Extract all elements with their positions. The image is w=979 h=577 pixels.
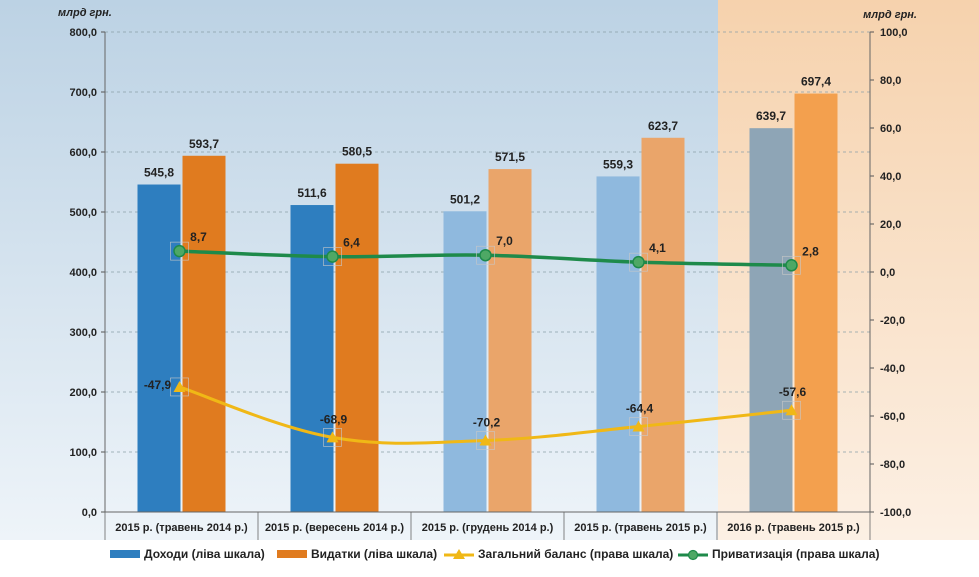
left-tick-label: 300,0 <box>69 327 97 339</box>
balance-data-label: -47,9 <box>144 378 172 392</box>
balance-point-box <box>323 428 342 447</box>
legend-label: Видатки (ліва шкала) <box>311 547 437 561</box>
bar-expense <box>488 169 532 512</box>
right-tick-label: -40,0 <box>880 363 905 375</box>
category-label: 2015 р. (травень 2014 р.) <box>115 522 248 534</box>
left-tick-label: 700,0 <box>69 87 97 99</box>
balance-point <box>173 380 186 392</box>
axes <box>104 32 871 540</box>
right-tick-label: 60,0 <box>880 123 901 135</box>
category-label: 2015 р. (вересень 2014 р.) <box>265 522 404 534</box>
legend-swatch-income <box>110 550 140 558</box>
right-tick-label: -80,0 <box>880 459 905 471</box>
balance-point-box <box>629 417 648 436</box>
bar-expense <box>335 163 379 512</box>
bars <box>137 93 838 513</box>
balance-data-label: -70,2 <box>473 415 501 429</box>
balance-point <box>785 404 798 416</box>
privatization-point <box>326 250 339 263</box>
legend-marker-balance <box>453 549 465 559</box>
right-tick-label: 0,0 <box>880 267 895 279</box>
left-axis-ticks: 0,0 100,0 200,0 300,0 400,0 500,0 600,0 700,0 80… <box>69 27 105 519</box>
privatization-data-label: 6,4 <box>343 236 360 250</box>
privatization-data-label: 7,0 <box>496 234 513 248</box>
privatization-data-label: 8,7 <box>190 230 207 244</box>
category-label: 2015 р. (грудень 2014 р.) <box>422 522 554 534</box>
right-axis-unit: млрд грн. <box>863 9 917 21</box>
left-axis-unit: млрд грн. <box>58 7 112 19</box>
left-tick-label: 200,0 <box>69 387 97 399</box>
expense-data-label: 593,7 <box>189 137 219 151</box>
balance-point <box>479 434 492 446</box>
bar-income <box>290 205 334 513</box>
left-tick-label: 600,0 <box>69 147 97 159</box>
right-axis-ticks: -100,0 -80,0 -60,0 -40,0 -20,0 0,0 20,0 40,0 60,… <box>870 27 911 519</box>
right-tick-label: 100,0 <box>880 27 908 39</box>
expense-data-label: 623,7 <box>648 119 678 133</box>
balance-data-label: -64,4 <box>626 402 654 416</box>
privatization-point-box <box>323 247 342 266</box>
balance-data-label: -68,9 <box>320 412 348 426</box>
expense-data-label: 697,4 <box>801 75 831 89</box>
privatization-point <box>479 248 492 262</box>
line-labels: -47,9 -68,9 -70,2 -64,4 -57,6 8,7 6,4 7,0 4,1 2,8 <box>144 230 819 429</box>
series-lines <box>170 241 801 450</box>
income-data-label: 501,2 <box>450 192 480 206</box>
legend: Доходи (ліва шкала) Видатки (ліва шкала) З… <box>110 547 879 561</box>
right-tick-label: 80,0 <box>880 75 901 87</box>
bar-expense <box>641 137 685 512</box>
left-tick-label: 500,0 <box>69 207 97 219</box>
bar-income <box>137 184 181 512</box>
bar-income <box>596 176 640 513</box>
privatization-point-box <box>170 241 189 261</box>
left-tick-label: 800,0 <box>69 27 97 39</box>
right-tick-label: -20,0 <box>880 315 905 327</box>
right-tick-label: 20,0 <box>880 219 901 231</box>
balance-point <box>632 420 645 432</box>
income-data-label: 639,7 <box>756 109 786 123</box>
legend-label: Загальний баланс (права шкала) <box>478 547 673 561</box>
privatization-point <box>785 259 798 272</box>
bar-labels: 545,8 593,7 511,6 580,5 501,2 571,5 559,3 623,7… <box>144 75 831 207</box>
legend-swatch-expense <box>277 550 307 558</box>
left-tick-label: 0,0 <box>82 507 97 519</box>
expense-data-label: 580,5 <box>342 145 372 159</box>
legend-label: Доходи (ліва шкала) <box>144 547 265 561</box>
expense-data-label: 571,5 <box>495 150 525 164</box>
balance-point-box <box>476 431 495 450</box>
category-label: 2015 р. (травень 2015 р.) <box>574 522 707 534</box>
legend-label: Приватизація (права шкала) <box>712 547 879 561</box>
balance-data-label: -57,6 <box>779 385 807 399</box>
right-tick-label: 40,0 <box>880 171 901 183</box>
income-data-label: 511,6 <box>297 186 327 200</box>
right-tick-label: -60,0 <box>880 411 905 423</box>
bar-income <box>749 128 793 512</box>
left-tick-label: 100,0 <box>69 447 97 459</box>
privatization-point <box>632 255 645 269</box>
category-labels: 2015 р. (травень 2014 р.) 2015 р. (вересе… <box>115 522 860 534</box>
right-tick-label: -100,0 <box>880 507 911 519</box>
bar-expense <box>794 93 838 512</box>
gridlines <box>105 31 870 453</box>
privatization-data-label: 4,1 <box>649 241 666 255</box>
balance-point <box>326 431 339 443</box>
left-tick-label: 400,0 <box>69 267 97 279</box>
balance-point-box <box>170 377 189 397</box>
category-label: 2016 р. (травень 2015 р.) <box>727 522 860 534</box>
income-data-label: 545,8 <box>144 166 174 180</box>
privatization-data-label: 2,8 <box>802 244 819 258</box>
legend-marker-privatization <box>687 549 699 561</box>
privatization-point-box <box>629 252 648 272</box>
privatization-point <box>173 244 186 258</box>
income-data-label: 559,3 <box>603 157 633 171</box>
bar-income <box>443 211 487 512</box>
privatization-point-box <box>782 255 801 275</box>
privatization-point-box <box>476 245 495 265</box>
balance-point-box <box>782 400 801 420</box>
bar-expense <box>182 155 226 512</box>
